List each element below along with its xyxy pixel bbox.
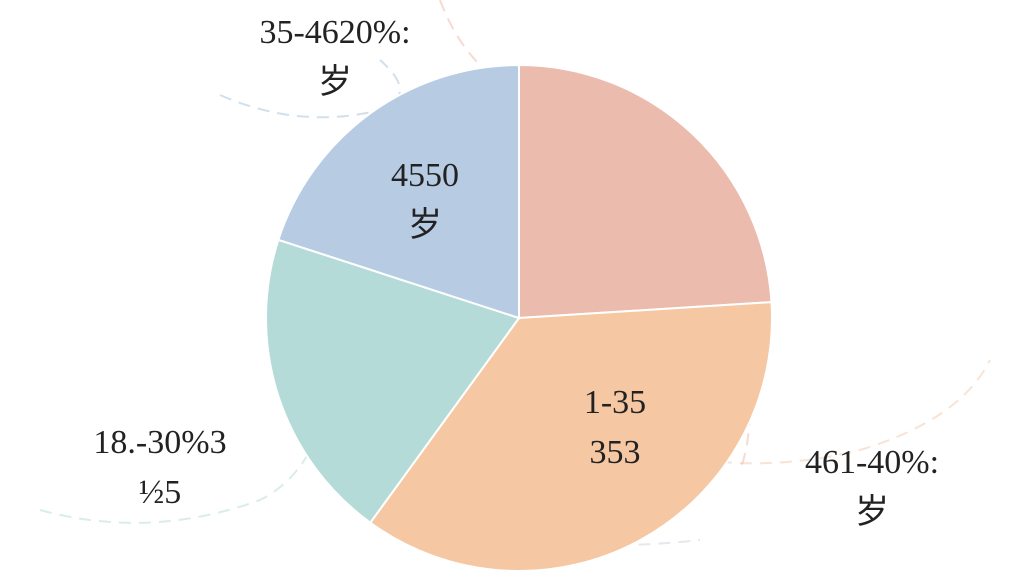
leader-line <box>699 359 991 465</box>
annotation: 35-4620%: <box>259 14 410 51</box>
annotation: 1-35 <box>584 384 646 421</box>
annotation: 353 <box>590 434 641 471</box>
annotation: ½5 <box>139 474 182 511</box>
annotation: 岁 <box>318 63 352 101</box>
annotation: 岁 <box>855 493 889 531</box>
pie-slice <box>518 63 773 320</box>
leader-line <box>39 379 331 524</box>
leader-line <box>219 59 401 119</box>
annotation: 461-40%: <box>805 444 939 481</box>
pie-slice <box>265 238 521 525</box>
annotation: 4550 <box>391 157 459 194</box>
pie-slice <box>277 63 520 320</box>
pie-slice <box>368 301 773 572</box>
annotation: 岁 <box>408 206 442 244</box>
annotation: 18.-30%3 <box>93 424 226 461</box>
